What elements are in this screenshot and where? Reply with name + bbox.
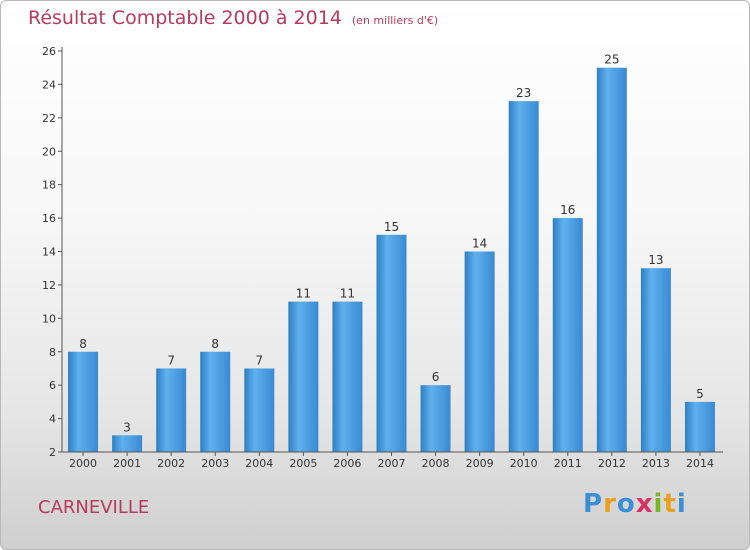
bar[interactable] [420,385,451,452]
x-tick-label: 2001 [113,457,141,470]
x-tick-label: 2004 [245,457,273,470]
bar[interactable] [552,218,583,452]
bar[interactable] [376,234,407,452]
bar-value-label: 13 [648,253,663,267]
x-tick-label: 2003 [201,457,229,470]
bar-value-label: 25 [604,53,619,67]
bar-value-label: 16 [560,203,575,217]
bar[interactable] [156,368,187,452]
y-tick-label: 12 [42,279,56,292]
y-tick-label: 18 [42,179,56,192]
x-tick-label: 2002 [157,457,185,470]
chart-title: Résultat Comptable 2000 à 2014 (en millie… [28,7,438,29]
bar-value-label: 5 [696,387,704,401]
y-tick-label: 14 [42,246,56,259]
x-tick-label: 2011 [554,457,582,470]
title-text: Résultat Comptable 2000 à 2014 [28,7,342,29]
bar-value-label: 3 [123,420,131,434]
bar[interactable] [596,67,627,452]
logo-letter: x [635,489,654,519]
bar-value-label: 14 [472,237,487,251]
logo-letter: P [583,489,604,519]
x-tick-label: 2014 [686,457,714,470]
bar-value-label: 11 [340,287,355,301]
y-tick-label: 22 [42,112,56,125]
proxiti-logo[interactable]: Proxiti [583,489,687,519]
y-tick-label: 24 [42,78,56,91]
bar[interactable] [464,251,495,453]
bar-value-label: 7 [255,353,263,367]
bars-layer: 8 3 7 8 7 11 11 15 6 14 23 16 25 13 5 [68,53,715,452]
x-tick-label: 2008 [422,457,450,470]
city-name: CARNEVILLE [38,497,150,518]
bar-value-label: 11 [296,287,311,301]
x-tick-label: 2010 [510,457,538,470]
bar[interactable] [684,401,715,452]
bar-value-label: 8 [211,337,219,351]
bar[interactable] [68,351,99,452]
logo-letter: i [676,489,687,519]
bar[interactable] [508,101,539,452]
y-tick-label: 20 [42,145,56,158]
title-unit: (en milliers d'€) [351,14,439,27]
y-tick-label: 4 [49,413,56,426]
bar[interactable] [640,268,671,452]
y-tick-label: 16 [42,212,56,225]
x-tick-label: 2007 [378,457,406,470]
x-tick-label: 2009 [466,457,494,470]
bar[interactable] [244,368,275,452]
logo-letter: r [603,489,617,519]
y-tick-label: 26 [42,45,56,58]
x-tick-label: 2005 [289,457,317,470]
x-tick-label: 2000 [69,457,97,470]
bar-value-label: 15 [384,220,399,234]
logo-letter: t [663,489,677,519]
bar[interactable] [200,351,231,452]
x-tick-label: 2013 [642,457,670,470]
bar[interactable] [288,301,319,452]
y-tick-label: 2 [49,446,56,459]
bar-value-label: 7 [167,353,175,367]
logo-letter: o [616,489,636,519]
y-tick-label: 8 [49,346,56,359]
bar-value-label: 8 [79,337,87,351]
bar[interactable] [332,301,363,452]
x-tick-label: 2012 [598,457,626,470]
bar-value-label: 23 [516,86,531,100]
bar-value-label: 6 [432,370,440,384]
x-tick-label: 2006 [333,457,361,470]
y-tick-label: 10 [42,312,56,325]
logo-letter: i [653,489,664,519]
y-tick-label: 6 [49,379,56,392]
bar[interactable] [112,435,143,452]
